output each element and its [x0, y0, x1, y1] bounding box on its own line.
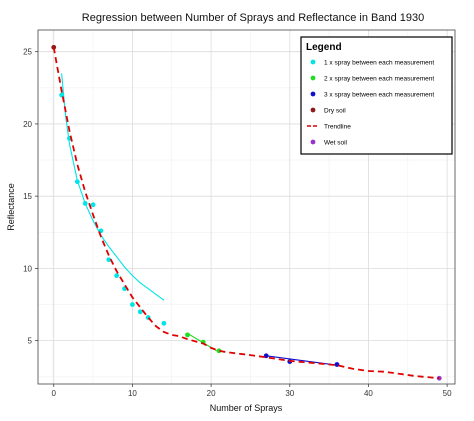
series-fit-line: [266, 355, 338, 366]
legend-entries: 1 x spray between each measurement 2 x sp…: [307, 60, 434, 147]
data-point: [74, 179, 80, 185]
legend-swatch-dot: [310, 139, 316, 145]
legend-label: 2 x spray between each measurement: [324, 76, 434, 83]
plot-border: [37, 29, 456, 385]
data-point: [137, 309, 143, 315]
y-tick-label: 25: [23, 48, 32, 57]
x-tick-label: 40: [364, 389, 373, 398]
legend-label: Trendline: [324, 124, 351, 131]
data-point: [106, 257, 112, 263]
y-tick-label: 10: [23, 264, 32, 273]
legend-label: Wet soil: [324, 140, 348, 147]
legend-label: 3 x spray between each measurement: [324, 92, 434, 99]
x-tick-label: 50: [443, 389, 452, 398]
data-point: [185, 332, 190, 338]
legend-box: [300, 36, 453, 155]
legend-swatch-dot: [310, 91, 316, 97]
x-tick-label: 30: [285, 389, 294, 398]
x-tick-label: 20: [207, 389, 216, 398]
data-point: [82, 200, 88, 206]
legend: Legend 1 x spray between each measuremen…: [300, 36, 453, 155]
trendline: [52, 47, 440, 380]
data-point: [59, 92, 65, 98]
data-point: [90, 202, 96, 208]
legend-title: Legend: [306, 42, 342, 53]
x-axis-title: Number of Sprays: [210, 403, 283, 413]
y-tick-label: 15: [23, 192, 32, 201]
legend-swatch-dot: [310, 75, 316, 81]
y-axis-ticks: 5 10 15 20 25: [23, 48, 38, 346]
x-tick-label: 10: [128, 389, 137, 398]
data-point: [334, 362, 340, 367]
chart-title: Regression between Number of Sprays and …: [82, 12, 424, 24]
legend-label: 1 x spray between each measurement: [324, 60, 434, 67]
y-axis-title: Reflectance: [6, 183, 16, 231]
x-axis-ticks: 0 10 20 30 40 50: [52, 384, 452, 398]
y-tick-label: 5: [28, 337, 33, 346]
series-fit-line: [61, 73, 165, 301]
data-point: [216, 348, 222, 354]
y-tick-label: 20: [23, 120, 32, 129]
legend-swatch-dot: [310, 107, 316, 113]
legend-swatch-dot: [310, 59, 316, 65]
data-point: [114, 273, 120, 279]
data-point: [161, 320, 167, 326]
x-tick-label: 0: [52, 389, 57, 398]
trendline-layer: [52, 47, 440, 380]
data-point: [130, 302, 135, 307]
legend-label: Dry soil: [324, 108, 346, 115]
data-point: [263, 353, 269, 359]
